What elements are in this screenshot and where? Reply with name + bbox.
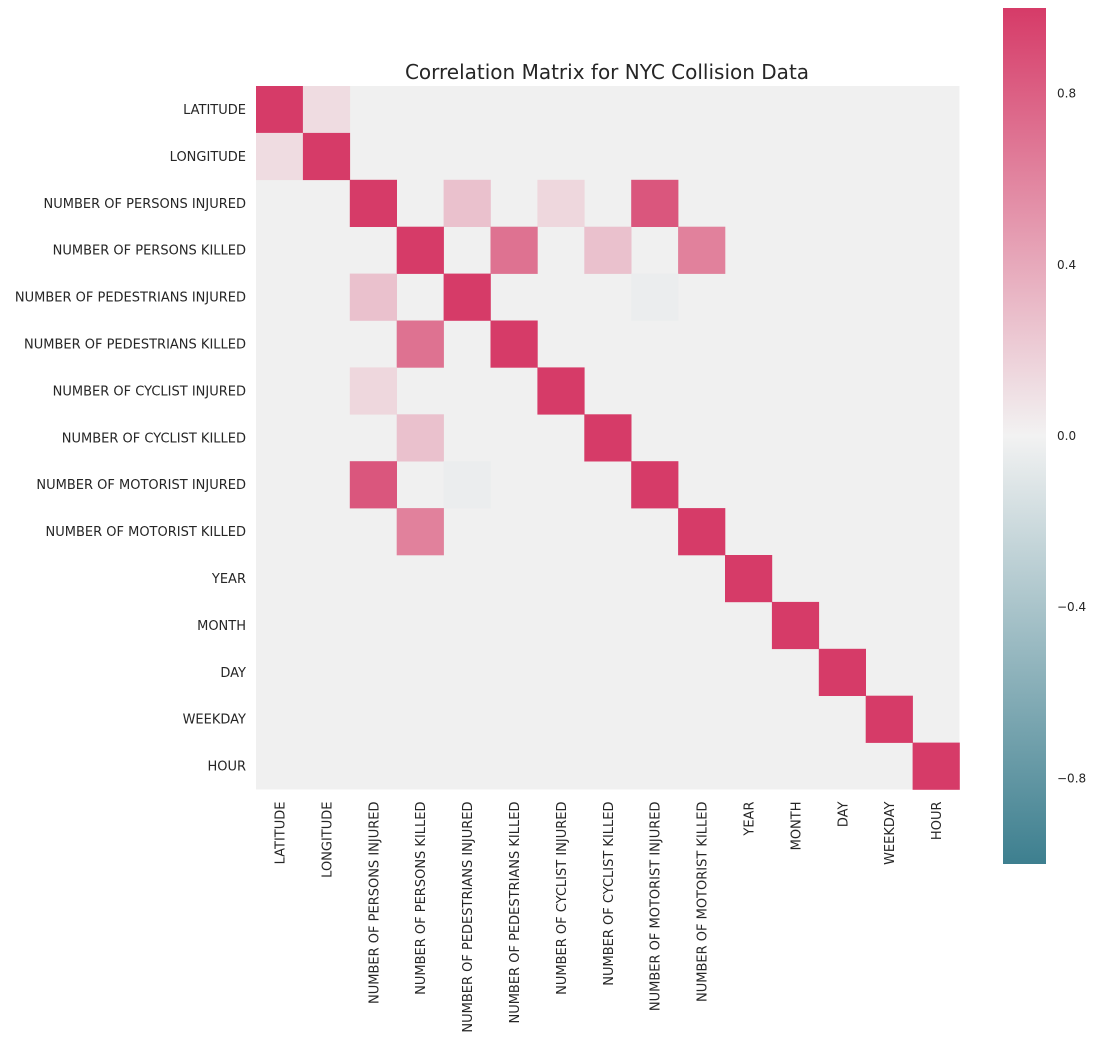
chart-title: Correlation Matrix for NYC Collision Dat… xyxy=(405,60,809,84)
heatmap-cell xyxy=(631,273,679,321)
colorbar-tick-label: 0.8 xyxy=(1057,87,1076,101)
heatmap-cell xyxy=(771,601,820,650)
heatmap-cell xyxy=(490,226,538,274)
heatmap-cell xyxy=(584,226,632,274)
column-label: YEAR xyxy=(742,802,757,837)
heatmap-cell xyxy=(396,508,444,556)
colorbar-tick-label: −0.8 xyxy=(1057,771,1086,785)
column-label: NUMBER OF PERSONS INJURED xyxy=(367,802,382,1004)
row-label: DAY xyxy=(220,666,246,681)
column-label: NUMBER OF CYCLIST INJURED xyxy=(555,802,570,995)
heatmap-cell xyxy=(584,414,632,462)
heatmap-cell xyxy=(490,320,538,368)
column-label: HOUR xyxy=(930,802,945,841)
heatmap-cell xyxy=(256,132,304,181)
row-label: NUMBER OF PEDESTRIANS KILLED xyxy=(24,337,246,352)
column-label: NUMBER OF PERSONS KILLED xyxy=(414,802,429,995)
row-label: NUMBER OF PERSONS KILLED xyxy=(53,244,246,259)
column-label: NUMBER OF PEDESTRIANS KILLED xyxy=(508,802,523,1024)
heatmap-cell xyxy=(349,461,397,509)
heatmap-cell xyxy=(631,461,679,509)
column-label: NUMBER OF MOTORIST KILLED xyxy=(696,802,711,1002)
row-label: NUMBER OF PERSONS INJURED xyxy=(44,197,246,212)
heatmap-cell xyxy=(678,226,726,274)
row-label: NUMBER OF MOTORIST INJURED xyxy=(36,478,246,493)
heatmap-cell xyxy=(256,86,304,134)
row-label: LONGITUDE xyxy=(170,150,246,165)
heatmap-cell xyxy=(302,132,351,181)
heatmap-cell xyxy=(443,273,491,321)
colorbar-tick-label: 0.0 xyxy=(1057,429,1076,443)
row-label: LATITUDE xyxy=(183,103,246,118)
colorbar-gradient xyxy=(1003,8,1046,864)
heatmap-cell xyxy=(818,648,866,696)
row-label: NUMBER OF MOTORIST KILLED xyxy=(46,525,246,540)
column-label: NUMBER OF MOTORIST INJURED xyxy=(649,802,664,1012)
colorbar-tick-label: 0.4 xyxy=(1057,258,1076,272)
heatmap-cells xyxy=(256,86,960,790)
heatmap-cell xyxy=(349,179,397,227)
heatmap-cell xyxy=(443,179,491,227)
row-label: YEAR xyxy=(211,572,246,587)
heatmap-cell xyxy=(396,320,444,368)
heatmap-cell xyxy=(302,86,351,134)
row-label: MONTH xyxy=(197,619,246,634)
column-label: LATITUDE xyxy=(273,802,288,865)
column-labels: LATITUDE LONGITUDE NUMBER OF PERSONS INJUR… xyxy=(273,801,945,1032)
heatmap-cell xyxy=(537,179,585,227)
colorbar-tick-label: −0.4 xyxy=(1057,600,1086,614)
heatmap-cell xyxy=(725,555,773,603)
row-labels: LATITUDE LONGITUDE NUMBER OF PERSONS INJUR… xyxy=(15,103,246,775)
row-label: NUMBER OF CYCLIST INJURED xyxy=(53,384,246,399)
row-label: WEEKDAY xyxy=(183,713,246,728)
heatmap-cell xyxy=(396,414,444,462)
column-label: WEEKDAY xyxy=(883,801,898,864)
column-label: NUMBER OF PEDESTRIANS INJURED xyxy=(461,802,476,1033)
row-label: NUMBER OF PEDESTRIANS INJURED xyxy=(15,291,246,306)
heatmap-cell xyxy=(443,461,491,509)
heatmap-cell xyxy=(631,179,679,227)
heatmap-cell xyxy=(865,695,913,743)
column-label: DAY xyxy=(836,801,851,827)
colorbar: −0.8 −0.4 0.0 0.4 0.8 xyxy=(1003,8,1086,864)
heatmap-cell xyxy=(396,226,444,274)
heatmap-cell xyxy=(537,367,585,415)
column-label: MONTH xyxy=(789,802,804,851)
heatmap-cell xyxy=(349,367,397,415)
heatmap-cell xyxy=(912,742,960,790)
column-label: NUMBER OF CYCLIST KILLED xyxy=(602,802,617,986)
row-label: HOUR xyxy=(207,760,246,775)
column-label: LONGITUDE xyxy=(320,802,335,878)
heatmap-cell xyxy=(678,508,726,556)
heatmap-cell xyxy=(349,273,397,321)
row-label: NUMBER OF CYCLIST KILLED xyxy=(62,431,246,446)
